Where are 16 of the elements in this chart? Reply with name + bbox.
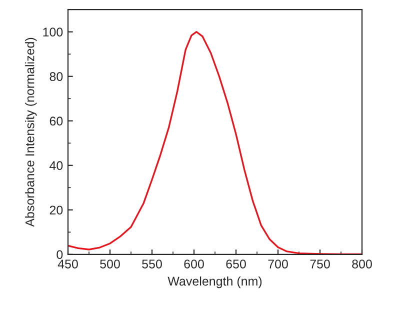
x-tick-label: 700 (268, 260, 288, 268)
y-axis-title: Absorbance Intensity (normalized) (25, 38, 37, 227)
x-tick-label: 750 (310, 260, 330, 268)
y-tick-label: 60 (50, 116, 63, 126)
y-tick-label: 40 (50, 161, 63, 170)
y-tick-label: 0 (56, 250, 63, 260)
x-tick-label: 650 (226, 260, 246, 268)
x-axis-title: Wavelength (nm) (168, 276, 262, 288)
y-tick-label: 80 (50, 72, 63, 82)
x-tick-label: 500 (100, 260, 120, 268)
x-tick-label: 450 (58, 260, 78, 268)
x-tick-label: 550 (142, 260, 162, 268)
x-tick-label: 600 (184, 260, 204, 268)
y-tick-label: 100 (43, 28, 63, 37)
y-tick-label: 20 (50, 206, 63, 215)
x-tick-label: 800 (352, 260, 372, 268)
